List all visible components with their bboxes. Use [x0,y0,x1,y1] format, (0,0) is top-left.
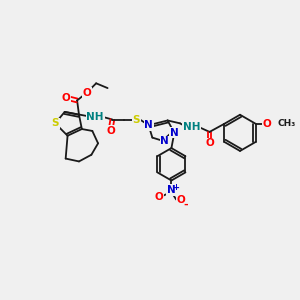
Text: NH: NH [86,112,104,122]
Text: NH: NH [183,122,200,132]
Text: N: N [170,128,179,138]
Text: N: N [167,185,176,195]
Text: O: O [205,138,214,148]
Text: N: N [160,136,169,146]
Text: O: O [177,196,185,206]
Text: O: O [61,93,70,103]
Text: O: O [82,88,91,98]
Text: O: O [263,119,272,129]
Text: S: S [132,115,140,124]
Text: CH₃: CH₃ [278,119,296,128]
Text: O: O [155,192,164,202]
Text: O: O [106,126,115,136]
Text: S: S [51,118,59,128]
Text: -: - [183,199,188,209]
Text: N: N [144,120,153,130]
Text: +: + [172,183,179,192]
